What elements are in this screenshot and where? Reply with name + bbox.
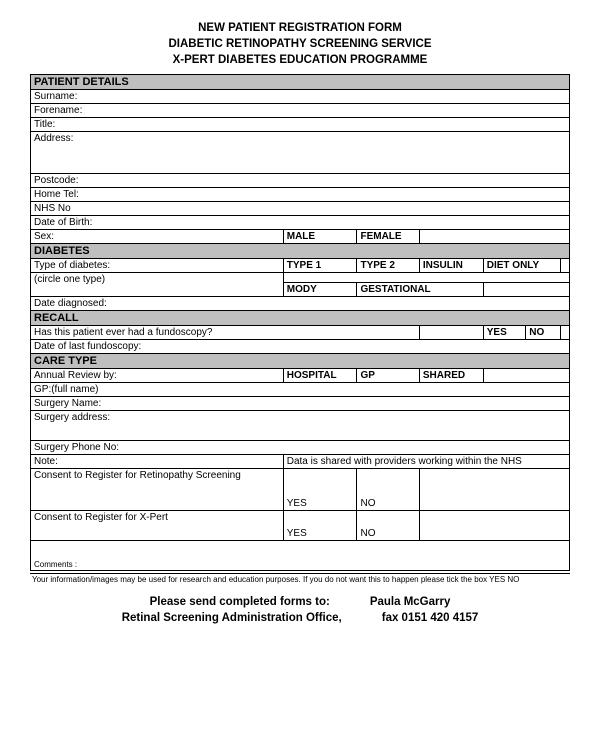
field-home-tel[interactable]: Home Tel: bbox=[31, 188, 570, 202]
footer-info: Your information/images may be used for … bbox=[30, 573, 570, 585]
field-note-label: Note: bbox=[31, 455, 284, 469]
field-sex-label: Sex: bbox=[31, 230, 284, 244]
field-type-diabetes: Type of diabetes: bbox=[31, 259, 284, 273]
field-date-diagnosed[interactable]: Date diagnosed: bbox=[31, 297, 570, 311]
option-male[interactable]: MALE bbox=[283, 230, 357, 244]
field-date-last-fundo[interactable]: Date of last fundoscopy: bbox=[31, 340, 570, 354]
field-nhs-no[interactable]: NHS No bbox=[31, 202, 570, 216]
fax-line: fax 0151 420 4157 bbox=[382, 611, 479, 627]
field-dob[interactable]: Date of Birth: bbox=[31, 216, 570, 230]
field-surgery-phone[interactable]: Surgery Phone No: bbox=[31, 441, 570, 455]
field-gp-fullname[interactable]: GP:(full name) bbox=[31, 383, 570, 397]
field-consent-xpert: Consent to Register for X-Pert bbox=[31, 511, 284, 541]
field-fundoscopy-q: Has this patient ever had a fundoscopy? bbox=[31, 326, 420, 340]
form-header: NEW PATIENT REGISTRATION FORM DIABETIC R… bbox=[30, 20, 570, 68]
header-line1: NEW PATIENT REGISTRATION FORM bbox=[30, 20, 570, 36]
field-postcode[interactable]: Postcode: bbox=[31, 174, 570, 188]
field-address[interactable]: Address: bbox=[31, 132, 570, 174]
sex-blank bbox=[419, 230, 569, 244]
option-shared[interactable]: SHARED bbox=[419, 369, 483, 383]
field-circle-one: (circle one type) bbox=[31, 273, 284, 297]
form-table: PATIENT DETAILS Surname: Forename: Title… bbox=[30, 74, 570, 571]
footer-sendto: Please send completed forms to: Paula Mc… bbox=[30, 595, 570, 626]
option-gestational[interactable]: GESTATIONAL bbox=[357, 283, 483, 297]
review-blank bbox=[483, 369, 569, 383]
field-surgery-name[interactable]: Surgery Name: bbox=[31, 397, 570, 411]
option-hospital[interactable]: HOSPITAL bbox=[283, 369, 357, 383]
header-line2: DIABETIC RETINOPATHY SCREENING SERVICE bbox=[30, 36, 570, 52]
section-recall: RECALL bbox=[31, 311, 570, 326]
option-insulin[interactable]: INSULIN bbox=[419, 259, 483, 273]
section-diabetes: DIABETES bbox=[31, 244, 570, 259]
contact-name: Paula McGarry bbox=[370, 595, 451, 611]
option-diet-only[interactable]: DIET ONLY bbox=[483, 259, 560, 273]
option-fundo-yes[interactable]: YES bbox=[483, 326, 525, 340]
fundo-gap bbox=[419, 326, 483, 340]
send-line: Please send completed forms to: bbox=[150, 595, 330, 611]
option-type2[interactable]: TYPE 2 bbox=[357, 259, 419, 273]
fundo-blank bbox=[560, 326, 569, 340]
consent-xpert-blank bbox=[419, 511, 569, 541]
field-forename[interactable]: Forename: bbox=[31, 104, 570, 118]
field-surname[interactable]: Surname: bbox=[31, 90, 570, 104]
section-patient-details: PATIENT DETAILS bbox=[31, 75, 570, 90]
field-consent-retinopathy: Consent to Register for Retinopathy Scre… bbox=[31, 469, 284, 511]
field-title[interactable]: Title: bbox=[31, 118, 570, 132]
option-consent-ret-yes[interactable]: YES bbox=[283, 469, 357, 511]
section-care-type: CARE TYPE bbox=[31, 354, 570, 369]
office-line: Retinal Screening Administration Office, bbox=[122, 611, 342, 627]
option-consent-ret-no[interactable]: NO bbox=[357, 469, 419, 511]
diabetes-blank2 bbox=[483, 283, 569, 297]
field-note-text: Data is shared with providers working wi… bbox=[283, 455, 569, 469]
field-annual-review: Annual Review by: bbox=[31, 369, 284, 383]
option-female[interactable]: FEMALE bbox=[357, 230, 419, 244]
option-fundo-no[interactable]: NO bbox=[526, 326, 561, 340]
option-consent-xpert-yes[interactable]: YES bbox=[283, 511, 357, 541]
diabetes-blank bbox=[560, 259, 569, 273]
field-surgery-address[interactable]: Surgery address: bbox=[31, 411, 570, 441]
option-consent-xpert-no[interactable]: NO bbox=[357, 511, 419, 541]
option-type1[interactable]: TYPE 1 bbox=[283, 259, 357, 273]
option-mody[interactable]: MODY bbox=[283, 283, 357, 297]
diabetes-gap bbox=[283, 273, 569, 283]
consent-ret-blank bbox=[419, 469, 569, 511]
field-comments[interactable]: Comments : bbox=[31, 541, 570, 571]
header-line3: X-PERT DIABETES EDUCATION PROGRAMME bbox=[30, 52, 570, 68]
option-gp[interactable]: GP bbox=[357, 369, 419, 383]
